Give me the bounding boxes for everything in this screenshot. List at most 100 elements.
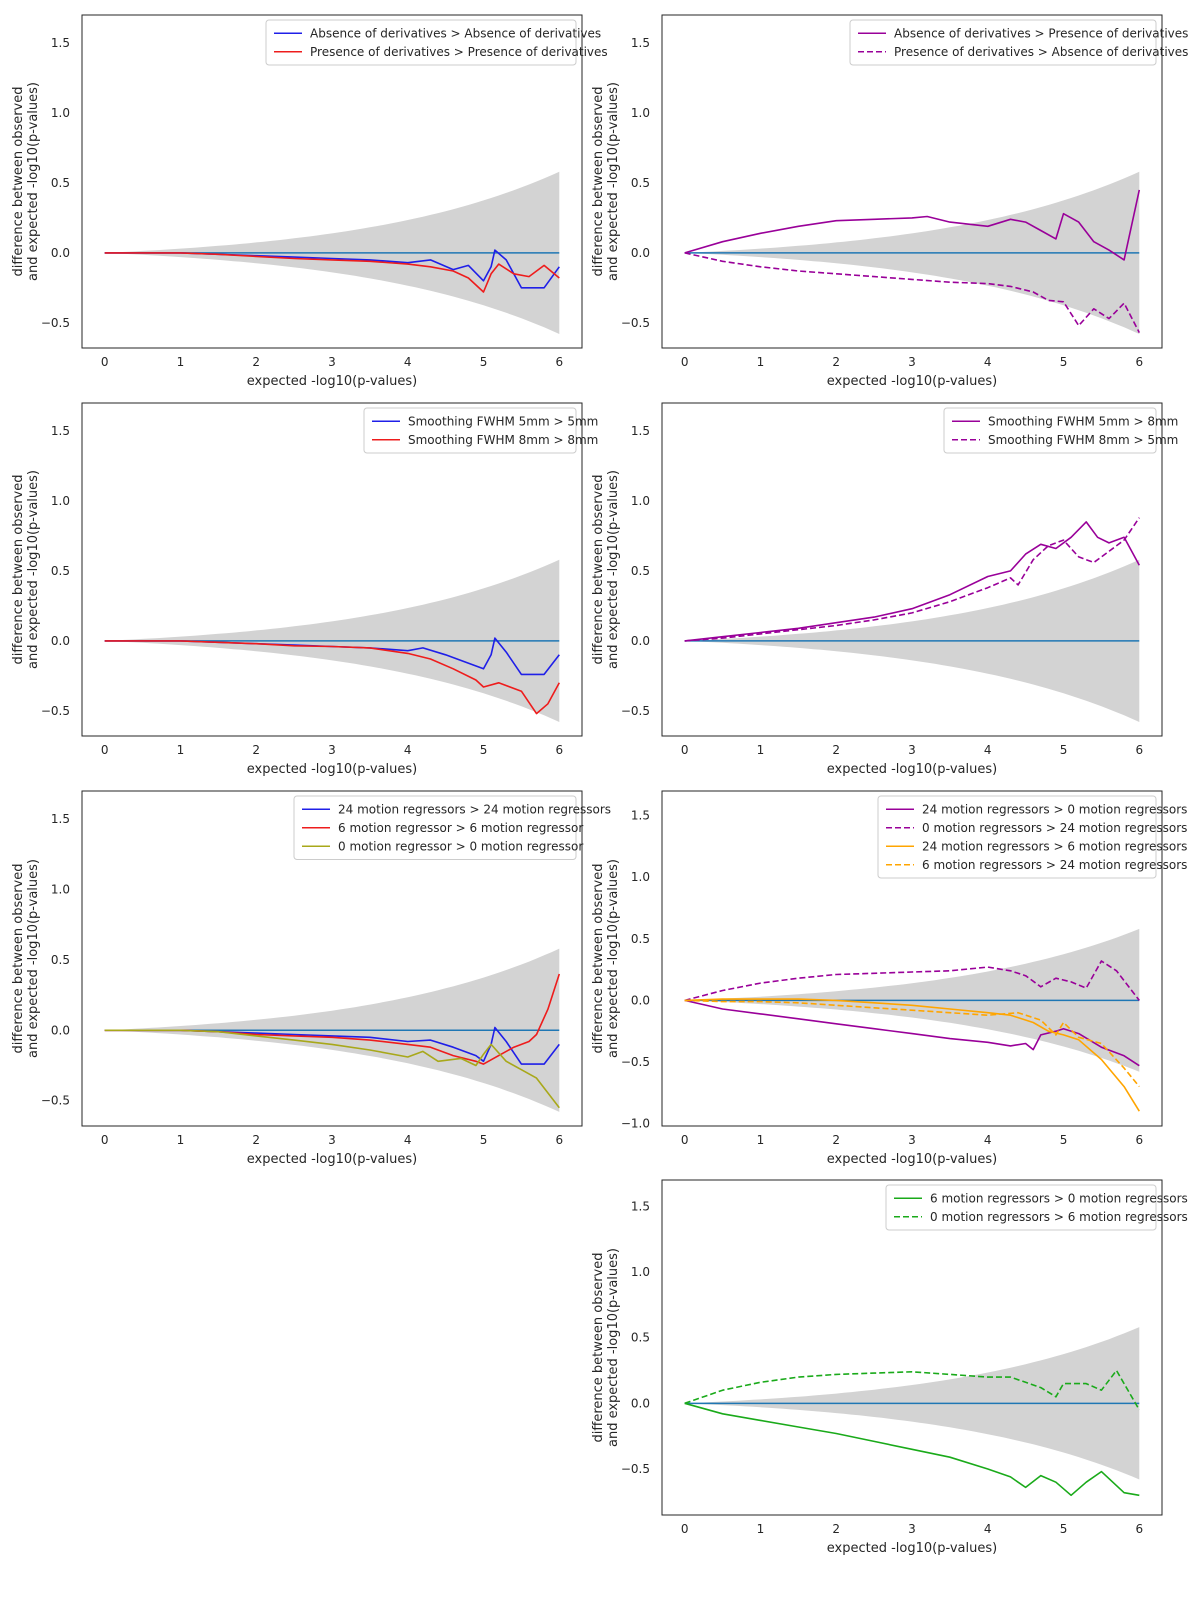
x-tick-label: 5 <box>1060 1522 1068 1536</box>
y-tick-label: 0.5 <box>51 176 70 190</box>
x-tick-label: 3 <box>908 1522 916 1536</box>
axes-frame <box>81 402 583 737</box>
legend-entry: Absence of derivatives > Presence of der… <box>894 26 1188 40</box>
x-tick-label: 6 <box>1135 355 1143 369</box>
svg-text:and expected -log10(p-values): and expected -log10(p-values) <box>606 859 621 1058</box>
x-tick-label: 6 <box>1135 1522 1143 1536</box>
y-tick-label: 1.5 <box>51 812 70 826</box>
x-tick-label: 3 <box>328 743 336 757</box>
x-tick-label: 4 <box>984 743 992 757</box>
series-line-2 <box>684 1369 1140 1411</box>
x-tick-label: 1 <box>757 1133 765 1147</box>
y-tick-label: 0.0 <box>631 993 650 1007</box>
series-line-2 <box>684 517 1140 642</box>
y-tick-label: −0.5 <box>621 704 650 718</box>
y-tick-label: 1.5 <box>631 809 650 823</box>
x-tick-label: 4 <box>404 1133 412 1147</box>
x-tick-label: 4 <box>984 1522 992 1536</box>
x-tick-label: 0 <box>681 355 689 369</box>
legend: Absence of derivatives > Presence of der… <box>849 19 1188 66</box>
y-tick-label: −0.5 <box>41 1094 70 1108</box>
legend: 24 motion regressors > 24 motion regress… <box>293 795 611 860</box>
legend-entry: Smoothing FWHM 5mm > 5mm <box>408 414 598 428</box>
x-tick-label: 0 <box>681 1133 689 1147</box>
svg-text:and expected -log10(p-values): and expected -log10(p-values) <box>606 1248 621 1447</box>
x-tick-label: 5 <box>480 355 488 369</box>
legend-entry: 6 motion regressors > 0 motion regressor… <box>930 1191 1188 1205</box>
legend-entry: 24 motion regressors > 6 motion regresso… <box>922 839 1187 853</box>
chart-panel-2: 0 1 2 3 4 5 6 −0.5 0.0 0.5 1.0 1.5 expected -log10(p… <box>591 14 1188 389</box>
x-tick-label: 0 <box>101 743 109 757</box>
legend-entry: 6 motion regressors > 24 motion regresso… <box>922 858 1187 872</box>
y-tick-label: 0.5 <box>631 564 650 578</box>
legend-entry: Absence of derivatives > Absence of deri… <box>310 26 601 40</box>
y-tick-label: 1.0 <box>631 494 650 508</box>
y-tick-label: 0.5 <box>51 564 70 578</box>
legend-box <box>265 19 577 66</box>
y-tick-label: 0.0 <box>51 246 70 260</box>
series-line-3 <box>684 998 1140 1112</box>
x-tick-label: 2 <box>832 1133 840 1147</box>
y-axis-label: difference between observed and expected … <box>11 859 41 1058</box>
x-tick-label: 2 <box>832 355 840 369</box>
y-axis-label: difference between observed and expected … <box>591 859 621 1058</box>
x-tick-label: 6 <box>555 355 563 369</box>
legend-entry: 24 motion regressors > 0 motion regresso… <box>922 802 1187 816</box>
y-tick-label: 0.0 <box>631 634 650 648</box>
x-tick-label: 1 <box>757 355 765 369</box>
legend-entry: 24 motion regressors > 24 motion regress… <box>338 802 611 816</box>
y-tick-label: 1.0 <box>631 106 650 120</box>
legend-entry: 0 motion regressors > 24 motion regresso… <box>922 821 1187 835</box>
x-tick-label: 1 <box>177 743 185 757</box>
y-axis-label: difference between observed and expected … <box>591 1248 621 1447</box>
x-tick-label: 1 <box>177 1133 185 1147</box>
x-tick-label: 6 <box>1135 743 1143 757</box>
x-tick-label: 1 <box>177 355 185 369</box>
axes-frame <box>661 790 1163 1127</box>
svg-text:difference between observed: difference between observed <box>591 86 606 276</box>
x-tick-label: 6 <box>555 1133 563 1147</box>
y-tick-label: 0.0 <box>51 634 70 648</box>
series-line-2 <box>684 960 1140 1002</box>
x-tick-label: 3 <box>328 355 336 369</box>
legend-box <box>849 19 1157 66</box>
legend-entry: Presence of derivatives > Presence of de… <box>310 45 608 59</box>
y-tick-label: −1.0 <box>621 1117 650 1131</box>
y-tick-label: 1.0 <box>631 870 650 884</box>
x-tick-label: 3 <box>908 743 916 757</box>
plot-area <box>662 1180 1162 1515</box>
legend-box <box>293 795 577 860</box>
x-tick-label: 2 <box>832 743 840 757</box>
x-tick-label: 2 <box>252 355 260 369</box>
y-tick-label: 1.0 <box>51 494 70 508</box>
x-tick-label: 1 <box>757 743 765 757</box>
series-line-2 <box>104 252 560 293</box>
x-tick-label: 4 <box>404 743 412 757</box>
svg-text:and expected -log10(p-values): and expected -log10(p-values) <box>606 82 621 281</box>
x-tick-label: 5 <box>480 743 488 757</box>
series-line-1 <box>104 1026 560 1065</box>
chart-panel-7: 0 1 2 3 4 5 6 −0.5 0.0 0.5 1.0 1.5 expected -log10(p… <box>591 1179 1188 1556</box>
x-tick-label: 4 <box>404 355 412 369</box>
svg-text:difference between observed: difference between observed <box>591 1252 606 1442</box>
y-tick-label: −0.5 <box>41 704 70 718</box>
axes-frame <box>661 402 1163 737</box>
x-tick-label: 6 <box>1135 1133 1143 1147</box>
legend-box <box>363 407 577 454</box>
legend-entry: Smoothing FWHM 8mm > 5mm <box>988 433 1178 447</box>
series-line-1 <box>684 1402 1140 1497</box>
svg-text:difference between observed: difference between observed <box>591 474 606 664</box>
y-tick-label: 1.0 <box>51 883 70 897</box>
legend-box <box>943 407 1157 454</box>
y-tick-label: 0.0 <box>631 1396 650 1410</box>
legend-entry: 6 motion regressor > 6 motion regressor <box>338 821 583 835</box>
x-tick-label: 4 <box>984 355 992 369</box>
svg-text:and expected -log10(p-values): and expected -log10(p-values) <box>26 859 41 1058</box>
x-tick-label: 3 <box>908 1133 916 1147</box>
y-tick-label: 1.5 <box>631 1199 650 1213</box>
y-tick-label: 0.5 <box>631 1331 650 1345</box>
axes-frame <box>661 1179 1163 1516</box>
y-axis-label: difference between observed and expected … <box>11 470 41 669</box>
y-axis-label: difference between observed and expected … <box>11 82 41 281</box>
svg-text:difference between observed: difference between observed <box>11 474 26 664</box>
